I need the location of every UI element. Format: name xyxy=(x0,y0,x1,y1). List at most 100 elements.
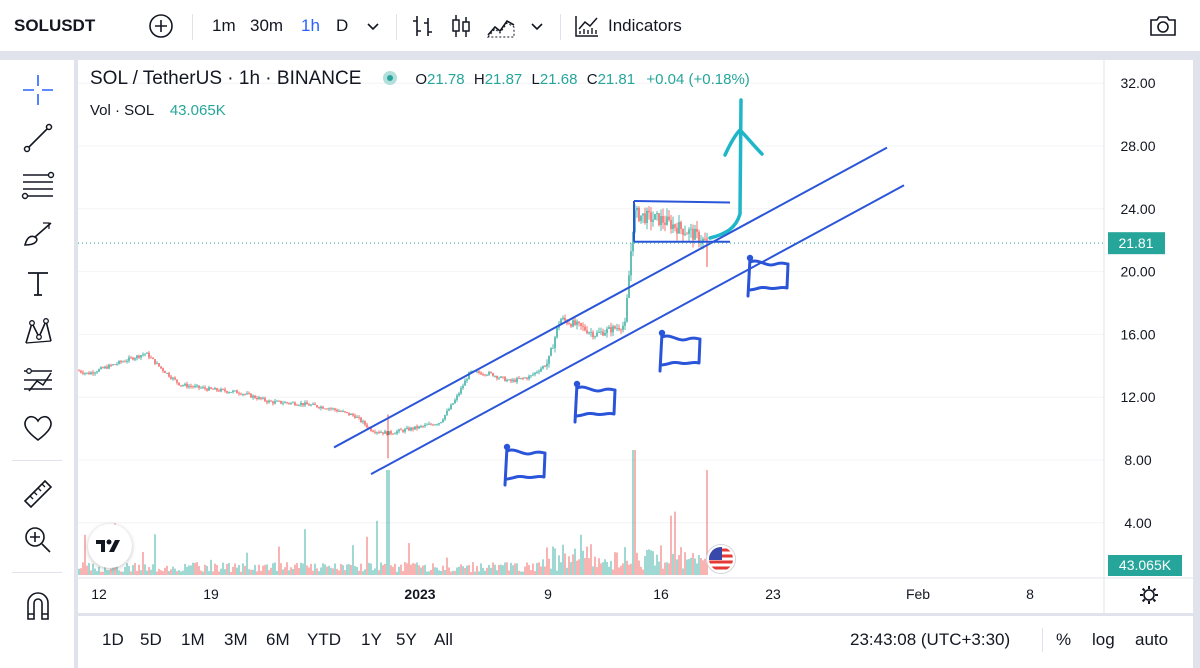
volume-bar xyxy=(330,567,332,575)
candle-body xyxy=(698,231,700,244)
candle-body xyxy=(116,363,118,365)
candle-body xyxy=(136,355,138,359)
volume-bar xyxy=(290,567,292,575)
auto-scale-toggle[interactable]: auto xyxy=(1135,630,1169,649)
volume-bar xyxy=(700,557,702,575)
candle-body xyxy=(638,207,640,221)
heart-icon[interactable] xyxy=(18,408,58,448)
chevron-down-icon[interactable] xyxy=(358,11,388,41)
pattern-icon[interactable] xyxy=(18,312,58,352)
volume-bar xyxy=(410,564,412,575)
gear-icon-ring xyxy=(1143,589,1155,601)
candle-body xyxy=(412,427,414,430)
candle-body xyxy=(372,430,374,432)
volume-bar xyxy=(122,571,124,575)
volume-bar xyxy=(332,568,334,575)
volume-bar xyxy=(246,552,248,575)
volume-bar xyxy=(628,564,630,575)
chevron-down-icon[interactable] xyxy=(522,11,552,41)
trend-line-icon[interactable] xyxy=(18,118,58,158)
candle-body xyxy=(476,371,478,373)
volume-bar xyxy=(470,571,472,575)
candle-body xyxy=(196,385,198,387)
crosshair-icon[interactable] xyxy=(18,70,58,110)
clock-timezone[interactable]: 23:43:08 (UTC+3:30) xyxy=(850,630,1011,649)
candle-body xyxy=(170,376,172,379)
candles-style-icon[interactable] xyxy=(446,11,476,41)
candle-body xyxy=(672,224,674,230)
candle-body xyxy=(300,402,302,405)
candle-body xyxy=(400,429,402,431)
range-1y[interactable]: 1Y xyxy=(361,630,382,649)
volume-bar xyxy=(198,566,200,575)
area-style-icon[interactable] xyxy=(486,11,516,41)
interval-1h[interactable]: 1h xyxy=(301,16,320,35)
range-5y[interactable]: 5Y xyxy=(396,630,417,649)
text-icon[interactable] xyxy=(18,264,58,304)
candle-body xyxy=(180,385,182,387)
volume-bar xyxy=(396,571,398,575)
volume-bar xyxy=(378,570,380,575)
symbol-search[interactable]: SOLUSDT xyxy=(14,16,96,35)
camera-icon[interactable] xyxy=(1148,11,1178,41)
prediction-tools-icon[interactable] xyxy=(18,360,58,400)
magnet-icon[interactable] xyxy=(18,586,58,626)
candle-body xyxy=(324,408,326,410)
range-1m[interactable]: 1M xyxy=(181,630,205,649)
candle-body xyxy=(682,228,684,235)
volume-label[interactable]: Vol · SOL xyxy=(90,102,154,119)
volume-bar xyxy=(200,570,202,575)
range-1d[interactable]: 1D xyxy=(102,630,124,649)
zoom-in-icon[interactable] xyxy=(18,520,58,560)
candle-body xyxy=(504,376,506,382)
volume-bar xyxy=(346,564,348,575)
candle-body xyxy=(386,431,388,435)
log-scale-toggle[interactable]: log xyxy=(1092,630,1115,649)
candle-body xyxy=(268,400,270,403)
candle-body xyxy=(208,387,210,391)
candle-body xyxy=(362,421,364,423)
candle-body xyxy=(164,370,166,374)
candle-body xyxy=(604,333,606,336)
volume-bar xyxy=(284,567,286,575)
interval-1m[interactable]: 1m xyxy=(212,16,236,35)
candle-body xyxy=(166,372,168,374)
bars-style-icon[interactable] xyxy=(408,11,438,41)
ruler-icon[interactable] xyxy=(18,472,58,512)
percent-scale-toggle[interactable]: % xyxy=(1056,630,1072,649)
candle-body xyxy=(414,426,416,430)
candle-body xyxy=(198,385,200,388)
volume-bar xyxy=(302,563,304,575)
us-events-icon[interactable] xyxy=(707,545,735,573)
legend-title[interactable]: SOL / TetherUS · 1h · BINANCE xyxy=(90,68,362,89)
candle-body xyxy=(250,393,252,398)
fib-retracement-icon[interactable] xyxy=(18,166,58,206)
volume-bar xyxy=(598,558,600,575)
volume-bar xyxy=(500,564,502,575)
candle-body xyxy=(306,402,308,405)
volume-bar xyxy=(444,569,446,575)
volume-bar xyxy=(152,564,154,575)
range-6m[interactable]: 6M xyxy=(266,630,290,649)
volume-bar xyxy=(258,564,260,575)
indicators-icon[interactable] xyxy=(572,11,602,41)
indicators-button[interactable]: Indicators xyxy=(608,16,682,35)
interval-30m[interactable]: 30m xyxy=(250,16,284,35)
range-ytd[interactable]: YTD xyxy=(307,630,341,649)
brush-icon[interactable] xyxy=(18,214,58,254)
volume-bar xyxy=(644,556,646,575)
tradingview-logo[interactable] xyxy=(88,524,132,568)
candle-body xyxy=(334,408,336,410)
volume-bar xyxy=(624,547,626,575)
volume-bar xyxy=(684,552,686,575)
range-3m[interactable]: 3M xyxy=(224,630,248,649)
candle-body xyxy=(156,363,158,364)
compare-add-icon[interactable] xyxy=(146,11,176,41)
open-value: 21.78 xyxy=(427,71,465,88)
volume-bars xyxy=(78,450,708,575)
range-5d[interactable]: 5D xyxy=(140,630,162,649)
interval-d[interactable]: D xyxy=(336,16,349,35)
range-all[interactable]: All xyxy=(434,630,453,649)
y-tick-label: 32.00 xyxy=(1120,75,1155,91)
